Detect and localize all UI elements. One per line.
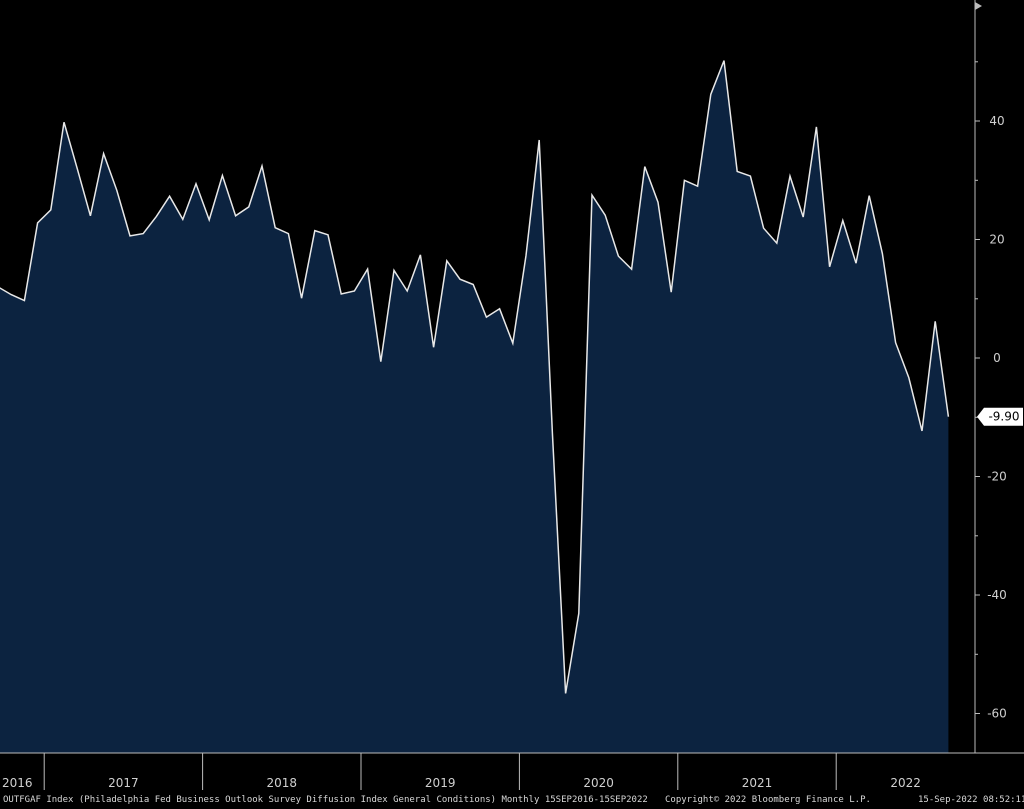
- x-year-label: 2018: [267, 776, 298, 790]
- y-tick-label: -40: [987, 588, 1007, 602]
- x-year-label: 2022: [890, 776, 921, 790]
- footer-copyright: Copyright© 2022 Bloomberg Finance L.P.: [665, 795, 871, 805]
- x-year-label: 2021: [742, 776, 773, 790]
- y-tick-label: 0: [993, 351, 1001, 365]
- y-tick-label: -60: [987, 707, 1007, 721]
- y-tick-label: 40: [989, 114, 1004, 128]
- y-tick-label: 20: [989, 233, 1004, 247]
- axis-arrow-icon: [975, 2, 982, 10]
- last-value-tag: [977, 407, 1023, 426]
- series-area-fill: [0, 60, 949, 753]
- y-tick-label: -20: [987, 470, 1007, 484]
- footer-description: OUTFGAF Index (Philadelphia Fed Business…: [3, 795, 648, 805]
- last-value-label: -9.90: [988, 410, 1019, 424]
- footer-timestamp: 15-Sep-2022 08:52:11: [918, 795, 1024, 805]
- axis-layer: 40 20 0 -20 -40 -60 -9.90 2016 2017 2018 2019 2020 2…: [0, 0, 1024, 790]
- series-layer: [0, 60, 950, 753]
- x-year-label: 2017: [108, 776, 139, 790]
- footer-bar: OUTFGAF Index (Philadelphia Fed Business…: [0, 793, 1024, 809]
- series-line: [0, 60, 950, 694]
- x-year-label: 2019: [425, 776, 456, 790]
- x-year-label: 2016: [2, 776, 33, 790]
- x-year-label: 2020: [583, 776, 614, 790]
